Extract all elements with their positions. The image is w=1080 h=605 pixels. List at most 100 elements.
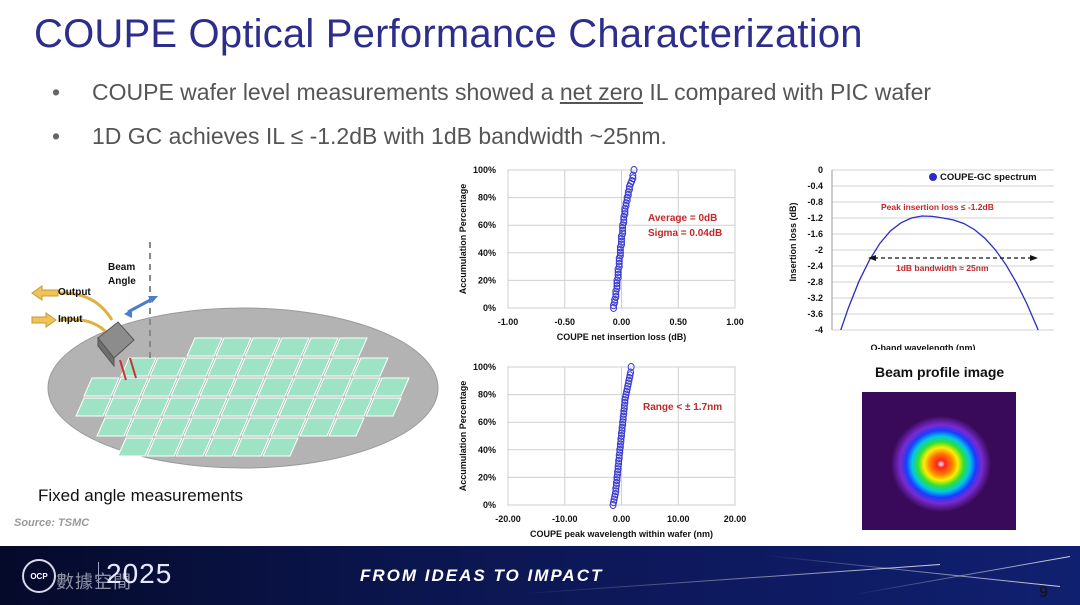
bullet-glyph: • <box>52 122 61 149</box>
die <box>265 357 302 377</box>
data-point <box>619 229 627 238</box>
data-point <box>610 304 618 312</box>
die <box>323 357 360 377</box>
die <box>331 337 368 357</box>
bullet-glyph: • <box>52 78 61 105</box>
event-year: 2025 <box>106 558 173 589</box>
x-tick-label: 1.00 <box>726 317 744 327</box>
y-tick-label: 80% <box>478 390 496 400</box>
data-point <box>619 223 627 232</box>
die <box>328 417 365 437</box>
y-tick-label: 20% <box>478 275 496 285</box>
die <box>212 417 249 437</box>
slide-title: COUPE Optical Performance Characterizati… <box>34 12 863 56</box>
y-tick-label: 0% <box>483 303 496 313</box>
data-point <box>616 251 624 260</box>
figure-caption: Fixed angle measurements <box>38 486 244 505</box>
legend-label: COUPE-GC spectrum <box>940 172 1037 183</box>
die <box>273 337 310 357</box>
die <box>75 397 112 417</box>
y-tick-label: -3.6 <box>807 309 823 319</box>
x-tick-label: 20.00 <box>724 514 747 524</box>
bullet-item: • COUPE wafer level measurements showed … <box>52 70 931 114</box>
beam-angle-arrow <box>127 296 155 314</box>
die <box>96 417 133 437</box>
output-arrow <box>31 285 59 301</box>
data-point <box>613 279 621 288</box>
data-point <box>619 420 627 429</box>
data-point <box>629 171 637 180</box>
x-tick-label: -1.00 <box>498 317 519 327</box>
bandwidth-annotation: 1dB bandwidth ≈ 25nm <box>896 263 989 273</box>
beam-spot <box>891 416 991 512</box>
die <box>83 377 120 397</box>
die-grid <box>75 337 410 457</box>
data-point <box>622 201 630 210</box>
data-point <box>621 210 629 219</box>
bullet-item: • 1D GC achieves IL ≤ -1.2dB with 1dB ba… <box>52 114 931 158</box>
data-point <box>615 262 623 271</box>
data-point <box>621 207 629 216</box>
ocp-logo: OCP <box>22 559 56 593</box>
die <box>154 417 191 437</box>
x-tick-label: -10.00 <box>552 514 578 524</box>
die <box>257 377 294 397</box>
data-point <box>612 292 620 301</box>
net-zero-emphasis: net zero <box>559 78 643 105</box>
die <box>270 417 307 437</box>
data-point <box>612 487 620 496</box>
y-tick-label: 100% <box>473 362 496 372</box>
die <box>278 397 315 417</box>
data-point <box>615 454 623 463</box>
y-tick-label: -0.4 <box>807 181 823 191</box>
output-label: Output <box>58 287 91 298</box>
range-annotation: Range < ± 1.7nm <box>643 402 722 413</box>
data-point <box>624 190 632 199</box>
die <box>299 417 336 437</box>
peak-il-annotation: Peak insertion loss ≤ -1.2dB <box>881 202 994 212</box>
die <box>141 377 178 397</box>
sigma-annotation: Sigma = 0.04dB <box>648 228 722 239</box>
bullet-text: 1D GC achieves IL ≤ -1.2dB with 1dB band… <box>92 122 667 149</box>
data-point <box>616 246 624 255</box>
die <box>244 337 281 357</box>
data-point <box>615 257 623 266</box>
die <box>207 357 244 377</box>
data-point <box>614 470 622 479</box>
die <box>352 357 389 377</box>
die <box>233 437 270 457</box>
data-point <box>627 368 635 377</box>
die <box>183 417 220 437</box>
die <box>178 357 215 377</box>
y-tick-label: 80% <box>478 193 496 203</box>
y-tick-label: 20% <box>478 472 496 482</box>
arrow-head-right <box>1030 255 1038 261</box>
data-point <box>618 235 625 243</box>
die <box>302 337 339 357</box>
input-label: Input <box>58 314 83 325</box>
spectrum-line <box>840 215 1039 330</box>
beam-profile-image <box>862 392 1016 530</box>
die <box>220 397 257 417</box>
die <box>249 397 286 417</box>
die <box>104 397 141 417</box>
peak-wavelength-cdf-chart: -20.00 -10.00 0.00 10.00 20.00 0% 20% 40% 60% 80%… <box>458 362 747 539</box>
fiber-output <box>59 291 114 321</box>
footer-banner: OCP 數據空間 2025 FROM IDEAS TO IMPACT <box>0 546 1080 605</box>
data-point <box>621 398 629 407</box>
data-point <box>611 298 619 307</box>
data-point <box>616 443 624 452</box>
data-point <box>616 448 624 457</box>
die <box>149 357 186 377</box>
tagline: FROM IDEAS TO IMPACT <box>360 566 604 585</box>
y-tick-label: -2.8 <box>807 277 823 287</box>
x-tick-label: 0.00 <box>613 317 631 327</box>
y-tick-label: -2 <box>815 245 823 255</box>
data-point <box>617 437 625 446</box>
y-tick-label: -1.2 <box>807 213 823 223</box>
data-point <box>614 270 622 279</box>
die <box>117 437 154 457</box>
y-tick-label: -3.2 <box>807 293 823 303</box>
die <box>373 377 410 397</box>
x-tick-label: -0.50 <box>554 317 575 327</box>
